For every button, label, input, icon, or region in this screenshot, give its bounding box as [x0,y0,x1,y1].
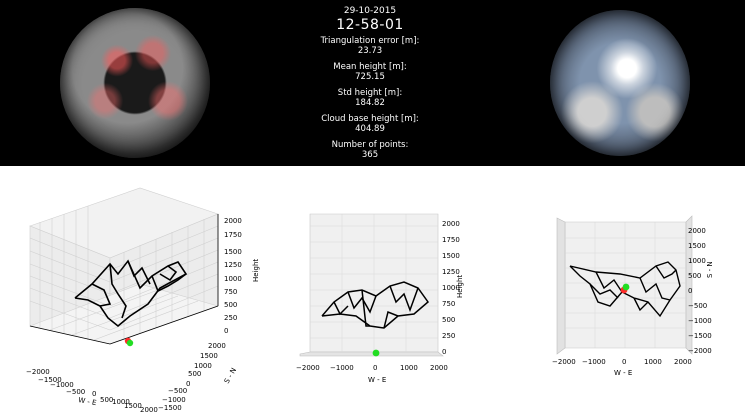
top-mesh [569,261,681,318]
triangulation-error-value: 23.73 [357,46,383,56]
perspective-plot: 0 250 500 750 1000 1250 1500 1750 2000 H… [26,187,260,414]
cloud-base-height-value: 404.89 [355,124,385,134]
perspective-x-tick: 1500 [124,402,142,410]
top-y-tick: 0 [688,287,692,295]
front-z-tick: 2000 [442,220,460,228]
top-y-tick: 1500 [688,242,706,250]
perspective-y-tick: 2000 [208,342,226,350]
number-of-points-value: 365 [361,150,379,160]
front-x-tick: −2000 [296,364,320,372]
measurement-info: 29-10-2015 12-58-01 Triangulation error … [300,6,440,166]
std-height-label: Std height [m]: [337,88,403,98]
perspective-z-label: Height [252,259,260,282]
top-x-tick: 2000 [674,358,692,366]
top-y-tick: 500 [688,272,701,280]
perspective-x-tick: −500 [66,388,85,396]
perspective-z-tick: 2000 [224,217,242,225]
front-z-tick: 1750 [442,236,460,244]
perspective-x-tick: 0 [92,390,96,398]
camera-marker-green [372,349,380,357]
top-x-tick: 1000 [644,358,662,366]
front-z-tick: 1500 [442,252,460,260]
perspective-z-tick: 250 [224,314,237,322]
top-y-tick: −2000 [688,347,712,355]
front-x-tick: −1000 [330,364,354,372]
top-x-tick: −1000 [582,358,606,366]
perspective-z-tick: 750 [224,288,237,296]
top-y-label: S - N [706,261,714,278]
front-z-tick: 500 [442,316,455,324]
perspective-x-tick: −1500 [38,376,62,384]
sky-image-triangulated [60,8,210,158]
perspective-y-tick: 1000 [194,362,212,370]
number-of-points-label: Number of points: [331,140,409,150]
front-x-label: W - E [368,376,386,384]
perspective-z-tick: 1500 [224,248,242,256]
perspective-y-tick: −500 [168,387,187,395]
front-x-tick: 1000 [400,364,418,372]
top-y-tick: −1000 [688,317,712,325]
perspective-y-tick: 0 [186,380,190,388]
front-z-label: Height [456,275,464,298]
top-x-tick: −2000 [552,358,576,366]
top-y-tick: −1500 [688,332,712,340]
front-z-tick: 750 [442,300,455,308]
perspective-y-label: S - N [223,367,238,385]
capture-time: 12-58-01 [336,17,404,33]
mean-height-label: Mean height [m]: [333,62,407,72]
top-plot: 2000 1500 1000 500 0 −500 −1000 −1500 −2… [552,215,714,377]
top-y-tick: 2000 [688,227,706,235]
front-mesh [321,281,430,329]
perspective-y-tick: −1500 [158,404,182,412]
perspective-z-tick: 1000 [224,275,242,283]
perspective-z-tick: 1750 [224,231,242,239]
perspective-y-tick: 1500 [200,352,218,360]
plots-area: 0 250 500 750 1000 1250 1500 1750 2000 H… [26,187,714,414]
perspective-z-tick: 1250 [224,261,242,269]
perspective-z-tick: 0 [224,327,228,335]
camera-panel: 29-10-2015 12-58-01 Triangulation error … [0,0,745,166]
front-z-tick: 1000 [442,284,460,292]
top-y-tick: 1000 [688,257,706,265]
camera-marker-green [126,339,134,347]
mean-height-value: 725.15 [355,72,385,82]
perspective-y-tick: 500 [188,370,201,378]
perspective-x-tick: −1000 [50,381,74,389]
perspective-x-tick: −2000 [26,368,50,376]
capture-date: 29-10-2015 [343,6,397,16]
top-x-label: W - E [614,369,632,377]
perspective-z-tick: 500 [224,301,237,309]
perspective-y-tick: −1000 [162,396,186,404]
front-x-tick: 0 [373,364,377,372]
front-z-tick: 0 [442,348,446,356]
perspective-x-tick: 2000 [140,406,158,414]
triangulation-error-label: Triangulation error [m]: [320,36,420,46]
front-plot: 0 250 500 750 1000 1250 1500 1750 2000 H… [296,213,464,384]
front-x-tick: 2000 [430,364,448,372]
perspective-x-tick: 500 [100,396,113,404]
sky-image-raw [550,10,690,156]
front-z-tick: 1250 [442,268,460,276]
camera-marker-green [622,283,630,291]
perspective-x-label: W - E [78,396,97,407]
perspective-x-tick: 1000 [112,398,130,406]
top-y-tick: −500 [688,302,707,310]
top-x-tick: 0 [622,358,626,366]
front-z-tick: 250 [442,332,455,340]
perspective-mesh [74,259,188,328]
std-height-value: 184.82 [355,98,385,108]
cloud-base-height-label: Cloud base height [m]: [321,114,419,124]
